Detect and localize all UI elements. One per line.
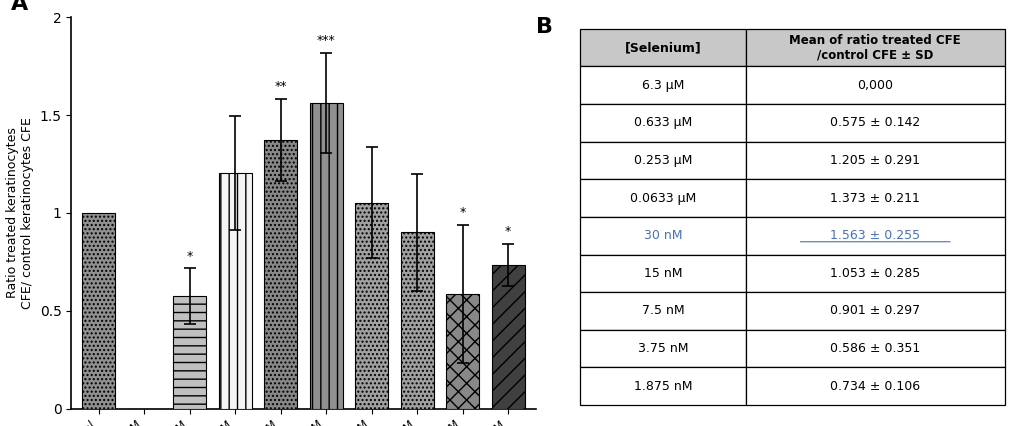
Text: 1.053 ± 0.285: 1.053 ± 0.285	[829, 267, 919, 280]
Text: *: *	[186, 250, 193, 262]
Bar	[580, 292, 745, 330]
Text: A: A	[11, 0, 29, 14]
Bar	[580, 142, 745, 179]
Text: 0,000: 0,000	[856, 79, 893, 92]
Text: 0.253 μM: 0.253 μM	[633, 154, 692, 167]
Bar	[400, 233, 433, 409]
Bar	[745, 330, 1004, 367]
Bar	[355, 203, 387, 409]
Text: Mean of ratio treated CFE
/control CFE ± SD: Mean of ratio treated CFE /control CFE ±…	[789, 34, 960, 62]
Bar	[745, 367, 1004, 405]
Text: 1.373 ± 0.211: 1.373 ± 0.211	[829, 192, 919, 204]
Bar	[745, 142, 1004, 179]
Text: 0.734 ± 0.106: 0.734 ± 0.106	[829, 380, 919, 393]
Bar	[173, 296, 206, 409]
Bar	[580, 255, 745, 292]
Text: 7.5 nM: 7.5 nM	[641, 305, 684, 317]
Bar	[264, 140, 297, 409]
Text: *: *	[504, 225, 511, 239]
Text: B: B	[536, 17, 552, 37]
Bar	[83, 213, 115, 409]
Bar	[745, 29, 1004, 66]
Text: [Selenium]: [Selenium]	[624, 41, 701, 54]
Bar	[580, 330, 745, 367]
Bar	[745, 292, 1004, 330]
Text: **: **	[274, 80, 286, 93]
Text: *: *	[460, 207, 466, 219]
Bar	[745, 104, 1004, 142]
Bar	[745, 66, 1004, 104]
Bar	[580, 29, 745, 66]
Text: 30 nM: 30 nM	[643, 229, 682, 242]
Bar	[580, 367, 745, 405]
Bar	[745, 217, 1004, 255]
Bar	[580, 66, 745, 104]
Bar	[580, 179, 745, 217]
Text: 3.75 nM: 3.75 nM	[637, 342, 688, 355]
Text: 0.901 ± 0.297: 0.901 ± 0.297	[829, 305, 919, 317]
Bar	[219, 173, 252, 409]
Text: ***: ***	[317, 34, 335, 47]
Bar	[580, 104, 745, 142]
Text: 6.3 μM: 6.3 μM	[641, 79, 684, 92]
Bar	[491, 265, 524, 409]
Bar	[745, 255, 1004, 292]
Bar	[310, 103, 342, 409]
Text: 1.205 ± 0.291: 1.205 ± 0.291	[829, 154, 919, 167]
Text: 15 nM: 15 nM	[643, 267, 682, 280]
Text: 1.563 ± 0.255: 1.563 ± 0.255	[829, 229, 919, 242]
Bar	[580, 217, 745, 255]
Text: 0.586 ± 0.351: 0.586 ± 0.351	[829, 342, 919, 355]
Text: 0.0633 μM: 0.0633 μM	[630, 192, 696, 204]
Text: 1.875 nM: 1.875 nM	[633, 380, 692, 393]
Text: 0.575 ± 0.142: 0.575 ± 0.142	[829, 116, 919, 130]
Bar	[745, 179, 1004, 217]
Bar	[446, 294, 479, 409]
Text: 0.633 μM: 0.633 μM	[634, 116, 692, 130]
Y-axis label: Ratio treated keratinocytes
CFE/ control keratinocytes CFE: Ratio treated keratinocytes CFE/ control…	[6, 117, 34, 309]
